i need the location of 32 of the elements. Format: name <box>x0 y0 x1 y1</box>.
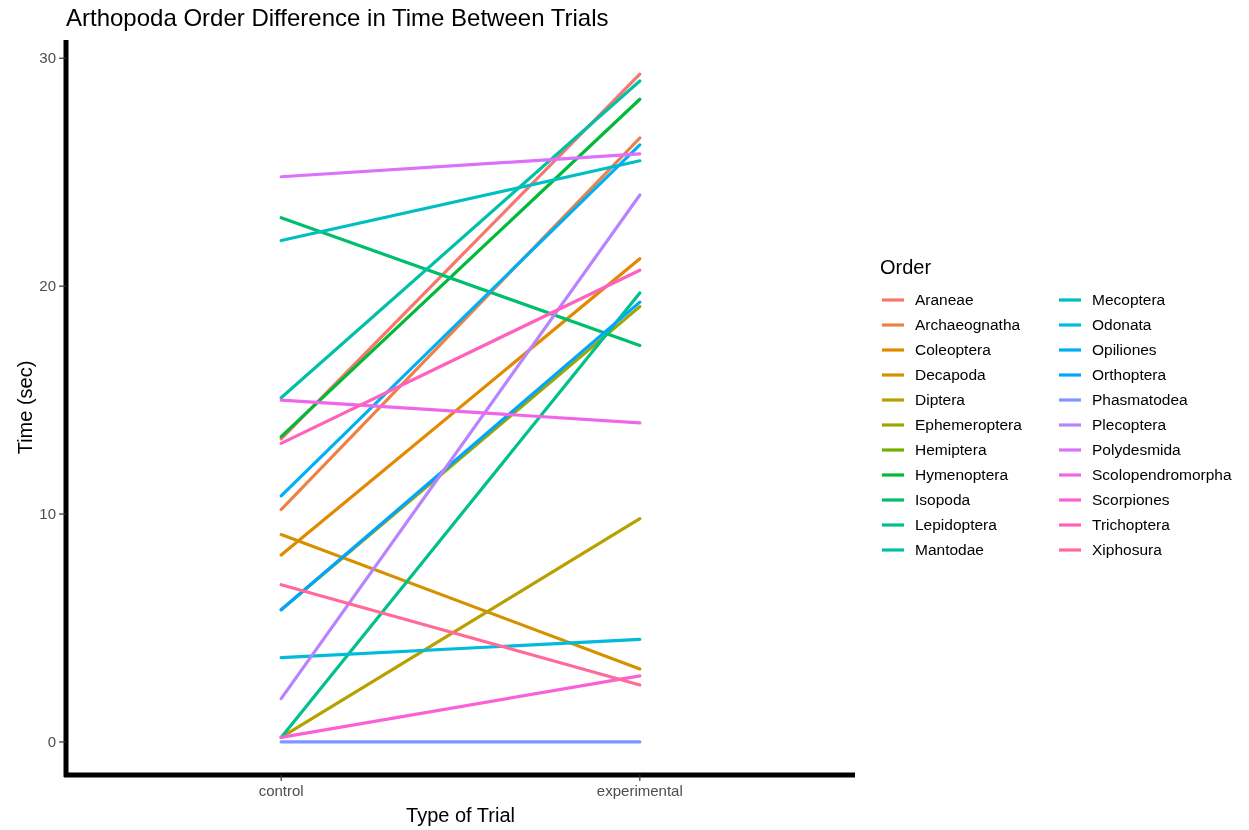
legend-label: Xiphosura <box>1092 541 1163 559</box>
legend-label: Archaeognatha <box>915 316 1021 334</box>
legend-label: Lepidoptera <box>915 516 998 534</box>
legend-label: Decapoda <box>915 366 987 384</box>
y-tick-label: 20 <box>39 277 56 295</box>
legend-label: Polydesmida <box>1092 441 1182 459</box>
legend-label: Mecoptera <box>1092 291 1166 309</box>
legend-label: Araneae <box>915 291 974 309</box>
legend-label: Odonata <box>1092 316 1152 334</box>
legend-label: Phasmatodea <box>1092 391 1189 409</box>
legend-label: Scolopendromorpha <box>1092 466 1232 484</box>
legend-label: Trichoptera <box>1092 516 1171 534</box>
y-tick-label: 30 <box>39 49 56 67</box>
legend-label: Mantodae <box>915 541 984 559</box>
x-tick-label: control <box>258 782 304 799</box>
y-tick-label: 10 <box>39 505 56 523</box>
legend-label: Coleoptera <box>915 341 992 359</box>
y-axis-title: Time (sec) <box>14 360 36 455</box>
x-tick-label: experimental <box>596 782 683 799</box>
legend-label: Hemiptera <box>915 441 987 459</box>
legend-label: Hymenoptera <box>915 466 1009 484</box>
legend-label: Scorpiones <box>1092 491 1170 509</box>
legend-label: Plecoptera <box>1092 416 1167 434</box>
legend-title: Order <box>880 256 932 278</box>
legend-label: Diptera <box>915 391 966 409</box>
chart-title: Arthopoda Order Difference in Time Between Trials <box>66 4 609 31</box>
legend-label: Orthoptera <box>1092 366 1167 384</box>
legend-label: Opiliones <box>1092 341 1157 359</box>
legend-label: Isopoda <box>915 491 971 509</box>
y-tick-label: 0 <box>47 733 56 751</box>
x-axis-title: Type of Trial <box>406 804 515 826</box>
legend-label: Ephemeroptera <box>915 416 1023 434</box>
